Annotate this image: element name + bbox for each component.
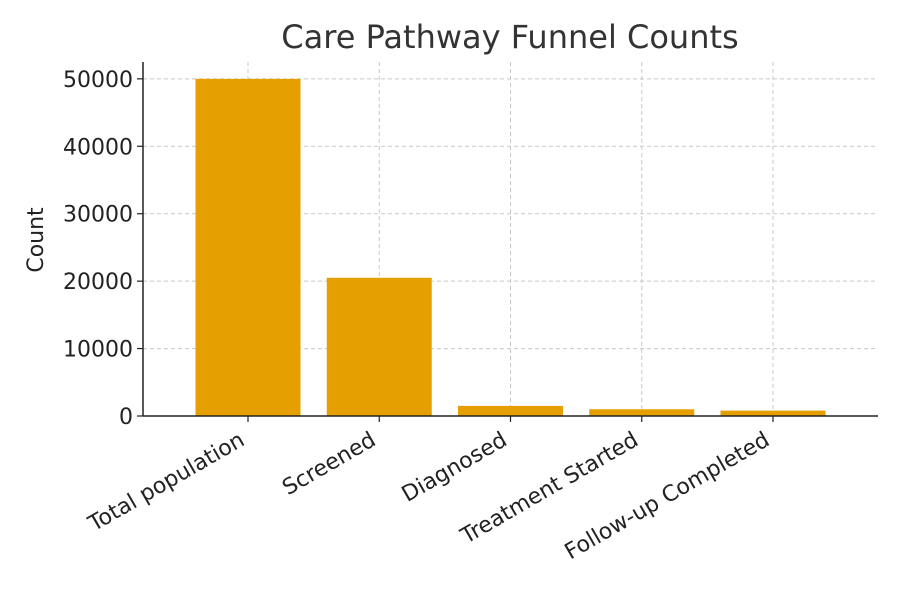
y-tick-label: 40000 xyxy=(63,135,133,160)
bar xyxy=(720,410,826,416)
y-axis-label: Count xyxy=(24,207,49,273)
bar xyxy=(326,277,432,416)
x-tick-label: Total population xyxy=(84,428,249,538)
bar xyxy=(195,78,301,416)
bar xyxy=(589,409,695,416)
y-tick-label: 30000 xyxy=(63,203,133,228)
x-tick-label: Diagnosed xyxy=(398,428,512,508)
bar xyxy=(458,405,563,416)
chart-title: Care Pathway Funnel Counts xyxy=(281,18,738,56)
y-tick-label: 20000 xyxy=(63,270,133,295)
y-tick-label: 10000 xyxy=(63,338,133,363)
bars-layer xyxy=(195,78,826,416)
y-tick-label: 0 xyxy=(119,405,133,430)
y-tick-label: 50000 xyxy=(63,68,133,93)
x-tick-label: Screened xyxy=(278,428,380,501)
